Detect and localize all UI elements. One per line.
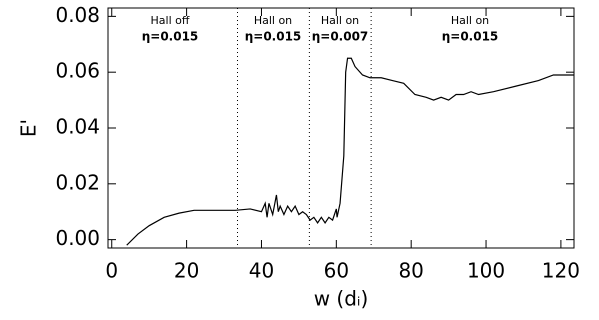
x-tick-label: 60: [324, 259, 349, 283]
x-tick-label: 100: [467, 259, 505, 283]
plot-frame: [107, 7, 575, 249]
annotation: η=0.015: [142, 30, 199, 44]
x-tick-label: 0: [105, 259, 118, 283]
y-tick-label: 0.04: [55, 115, 100, 139]
data-line: [126, 57, 574, 246]
annotation: Hall on: [451, 14, 489, 27]
x-axis-label: w (dᵢ): [314, 287, 369, 311]
annotation: Hall on: [321, 14, 359, 27]
x-tick-label: 40: [249, 259, 274, 283]
y-tick-label: 0.02: [55, 170, 100, 194]
x-tick-label: 80: [398, 259, 423, 283]
annotation: Hall on: [254, 14, 292, 27]
annotation: η=0.015: [442, 30, 499, 44]
annotation: η=0.007: [312, 30, 369, 44]
y-tick-label: 0.06: [55, 59, 100, 83]
x-tick-label: 120: [542, 259, 580, 283]
annotation: Hall off: [151, 14, 190, 27]
y-tick-label: 0.08: [55, 3, 100, 27]
x-tick-label: 20: [174, 259, 199, 283]
y-tick-label: 0.00: [55, 226, 100, 250]
annotation: η=0.015: [245, 30, 302, 44]
y-axis-label: E': [17, 119, 41, 137]
